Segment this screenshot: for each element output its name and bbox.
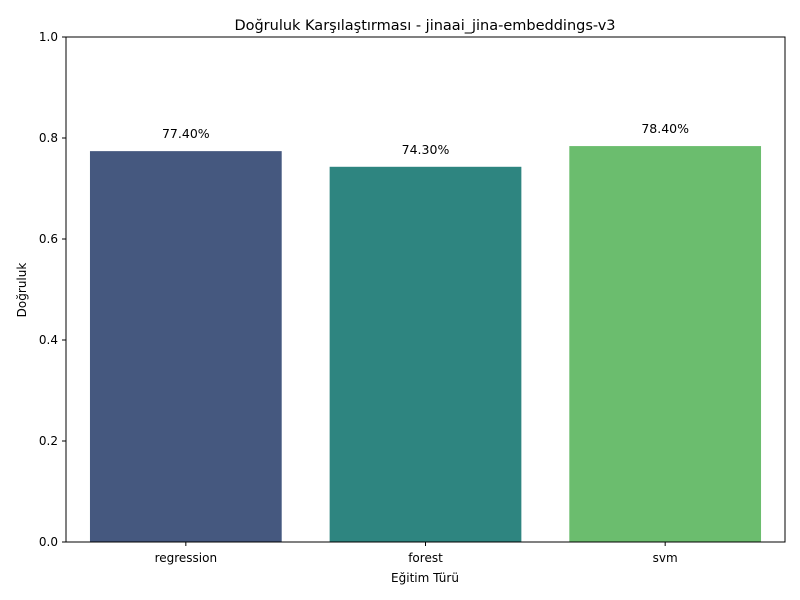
y-axis: 0.0 0.2 0.4 0.6 0.8 1.0 bbox=[39, 30, 66, 549]
y-tick-label-1: 0.2 bbox=[39, 434, 58, 448]
bars-group bbox=[89, 146, 762, 542]
x-axis-title: Eğitim Türü bbox=[391, 571, 459, 585]
y-axis-title: Doğruluk bbox=[15, 263, 29, 318]
x-tick-label-regression: regression bbox=[155, 551, 218, 565]
y-tick-label-4: 0.8 bbox=[39, 131, 58, 145]
data-label-svm: 78.40% bbox=[641, 121, 689, 136]
y-tick-label-2: 0.4 bbox=[39, 333, 58, 347]
data-labels-group: 77.40% 74.30% 78.40% bbox=[162, 121, 689, 157]
bar-svm bbox=[569, 146, 762, 542]
y-tick-label-0: 0.0 bbox=[39, 535, 58, 549]
data-label-regression: 77.40% bbox=[162, 126, 210, 141]
bar-regression bbox=[89, 151, 282, 542]
x-tick-label-svm: svm bbox=[653, 551, 678, 565]
chart-title: Doğruluk Karşılaştırması - jinaai_jina-e… bbox=[234, 18, 615, 34]
x-axis: regression forest svm bbox=[155, 542, 678, 565]
y-tick-label-5: 1.0 bbox=[39, 30, 58, 44]
x-tick-label-forest: forest bbox=[408, 551, 443, 565]
y-tick-label-3: 0.6 bbox=[39, 232, 58, 246]
bar-forest bbox=[329, 166, 522, 542]
data-label-forest: 74.30% bbox=[402, 142, 450, 157]
